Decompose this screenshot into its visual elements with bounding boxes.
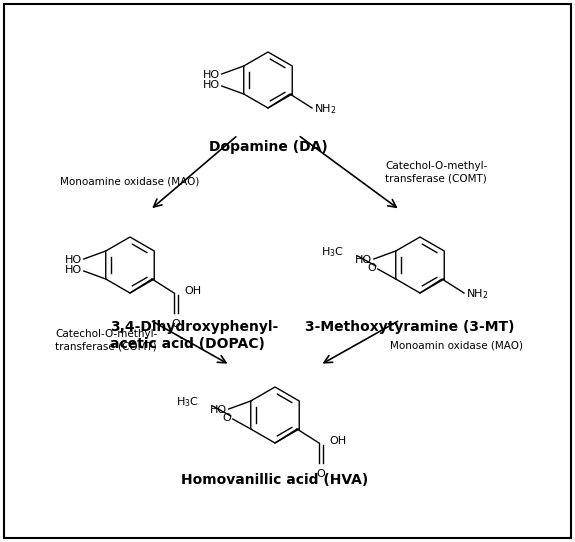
Text: HO: HO [202, 70, 220, 80]
Text: Monoamine oxidase (MAO): Monoamine oxidase (MAO) [60, 177, 200, 187]
Text: HO: HO [64, 255, 82, 265]
Text: Catechol-O-methyl-
transferase (COMT): Catechol-O-methyl- transferase (COMT) [55, 329, 158, 351]
Text: Catechol-O-methyl-
transferase (COMT): Catechol-O-methyl- transferase (COMT) [385, 161, 488, 183]
Text: NH$_2$: NH$_2$ [466, 287, 489, 301]
Text: O: O [171, 319, 181, 329]
Text: HO: HO [355, 255, 372, 265]
Text: O: O [222, 413, 231, 423]
Text: HO: HO [210, 405, 227, 415]
Text: OH: OH [329, 436, 346, 446]
Text: H$_3$C: H$_3$C [176, 395, 199, 409]
Text: HO: HO [202, 80, 220, 90]
Text: 3,4-Dihydroxyphenyl-
acetic acid (DOPAC): 3,4-Dihydroxyphenyl- acetic acid (DOPAC) [110, 320, 278, 351]
Text: O: O [367, 263, 375, 273]
Text: HO: HO [64, 265, 82, 275]
Text: 3-Methoxytyramine (3-MT): 3-Methoxytyramine (3-MT) [305, 320, 515, 334]
Text: NH$_2$: NH$_2$ [314, 102, 336, 116]
Text: O: O [317, 469, 325, 479]
Text: Dopamine (DA): Dopamine (DA) [209, 140, 327, 154]
Text: Homovanillic acid (HVA): Homovanillic acid (HVA) [181, 473, 369, 487]
Text: OH: OH [184, 286, 201, 296]
Text: H$_3$C: H$_3$C [321, 245, 344, 259]
Text: Monoamin oxidase (MAO): Monoamin oxidase (MAO) [390, 340, 523, 350]
